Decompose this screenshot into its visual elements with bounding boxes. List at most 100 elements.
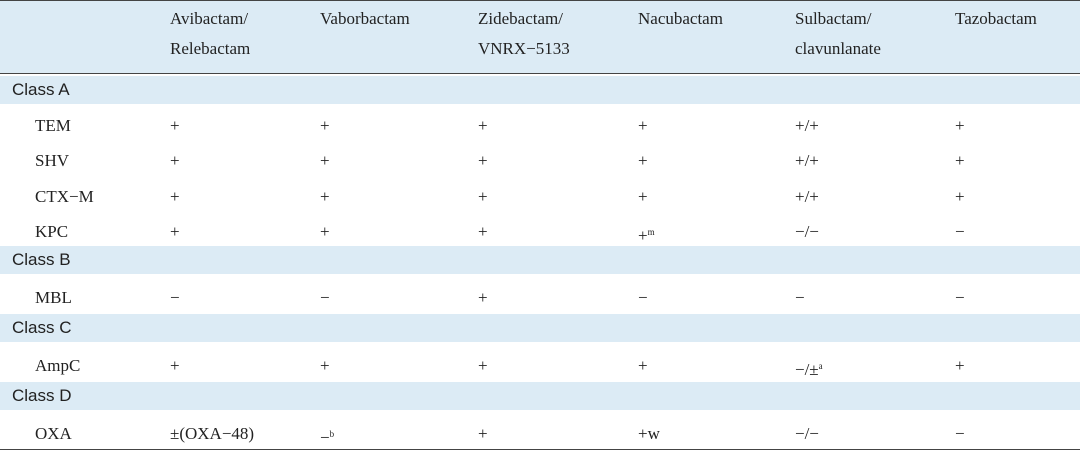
table-cell: + <box>320 217 330 247</box>
table-cell: ±(OXA−48) <box>170 419 254 449</box>
table-cell: − <box>795 283 805 313</box>
table-cell: − <box>170 283 180 313</box>
cell-text: + <box>320 222 330 242</box>
section-label: Class A <box>12 80 70 99</box>
cell-text: + <box>638 115 648 135</box>
row-label: KPC <box>35 222 69 242</box>
table-cell: −b <box>320 419 334 451</box>
cell-text: + <box>478 424 488 443</box>
cell-text: − <box>955 222 965 242</box>
cell-text: + <box>955 151 965 171</box>
row-label: SHV <box>35 151 70 171</box>
row-label: MBL <box>35 288 72 307</box>
cell-text: + <box>478 115 488 135</box>
cell-text: −/− <box>795 222 819 242</box>
table-cell: + <box>955 351 965 381</box>
table-cell: + <box>320 111 330 141</box>
header-cell: Nacubactam <box>638 9 723 28</box>
table-cell: +/+ <box>795 182 819 212</box>
cell-text: − <box>638 288 648 307</box>
header-cell: Sulbactam/ <box>795 9 872 28</box>
section-band <box>0 246 1080 274</box>
cell-text: ±(OXA−48) <box>170 424 255 443</box>
cell-text: + <box>478 222 488 242</box>
table-cell: +w <box>638 419 660 449</box>
table-cell: + <box>478 419 488 449</box>
table-cell: +m <box>638 217 655 251</box>
cell-text: + <box>478 356 488 375</box>
table-cell: + <box>955 111 965 141</box>
header-rule <box>0 73 1080 74</box>
cell-superscript: m <box>647 227 655 238</box>
table-cell: + <box>478 146 488 176</box>
cell-text: + <box>320 115 330 135</box>
cell-text: − <box>320 428 330 447</box>
table-cell: + <box>320 146 330 176</box>
cell-superscript: a <box>818 361 823 371</box>
cell-text: + <box>955 115 965 135</box>
bottom-rule <box>0 449 1080 450</box>
row-label: AmpC <box>35 356 81 375</box>
table-cell: +/+ <box>795 111 819 141</box>
table-cell: − <box>955 419 965 449</box>
table-cell: −/±a <box>795 351 823 385</box>
cell-text: + <box>955 186 965 206</box>
cell-superscript: b <box>329 429 335 439</box>
table-cell: + <box>170 351 180 381</box>
cell-text: + <box>478 288 488 307</box>
table-cell: + <box>320 182 330 212</box>
cell-text: + <box>170 151 180 171</box>
table-cell: + <box>170 217 180 247</box>
table-cell: + <box>955 146 965 176</box>
header-cell: Vaborbactam <box>320 9 410 28</box>
table-cell: + <box>638 146 648 176</box>
table-cell: + <box>955 182 965 212</box>
cell-text: +/+ <box>795 186 819 206</box>
row-label: OXA <box>35 424 72 443</box>
cell-text: + <box>638 151 648 171</box>
cell-text: + <box>320 186 330 206</box>
table-cell: + <box>478 182 488 212</box>
cell-text: + <box>320 151 330 171</box>
cell-text: +/+ <box>795 115 819 135</box>
cell-text: + <box>478 151 488 171</box>
top-rule <box>0 0 1080 1</box>
header-cell: VNRX−5133 <box>478 39 570 58</box>
table-cell: + <box>638 182 648 212</box>
table-cell: −/− <box>795 419 819 449</box>
cell-text: +/+ <box>795 151 819 171</box>
table-cell: − <box>320 283 330 313</box>
cell-text: − <box>955 288 965 307</box>
table-cell: + <box>638 111 648 141</box>
section-band <box>0 76 1080 104</box>
table-cell: + <box>478 111 488 141</box>
table-cell: − <box>638 283 648 313</box>
cell-text: + <box>955 356 965 375</box>
cell-text: + <box>170 222 180 242</box>
row-label: CTX−M <box>35 186 94 206</box>
table-cell: + <box>478 217 488 247</box>
cell-text: − <box>320 288 330 307</box>
section-label: Class D <box>12 386 72 405</box>
table-cell: − <box>955 283 965 313</box>
cell-text: + <box>478 186 488 206</box>
header-cell: Zidebactam/ <box>478 9 563 28</box>
table-cell: +/+ <box>795 146 819 176</box>
table-cell: + <box>320 351 330 381</box>
cell-text: −/− <box>795 424 819 443</box>
table-cell: − <box>955 217 965 247</box>
cell-text: − <box>795 288 805 307</box>
header-cell: clavunlanate <box>795 39 881 58</box>
cell-text: − <box>170 288 180 307</box>
cell-text: + <box>170 186 180 206</box>
header-band <box>0 0 1080 74</box>
header-cell: Relebactam <box>170 39 251 58</box>
cell-text: + <box>638 356 648 375</box>
section-band <box>0 314 1080 342</box>
header-cell: Tazobactam <box>955 9 1037 28</box>
table-cell: + <box>170 182 180 212</box>
header-cell: Avibactam/ <box>170 9 249 28</box>
section-label: Class B <box>12 250 71 269</box>
table-cell: + <box>170 111 180 141</box>
